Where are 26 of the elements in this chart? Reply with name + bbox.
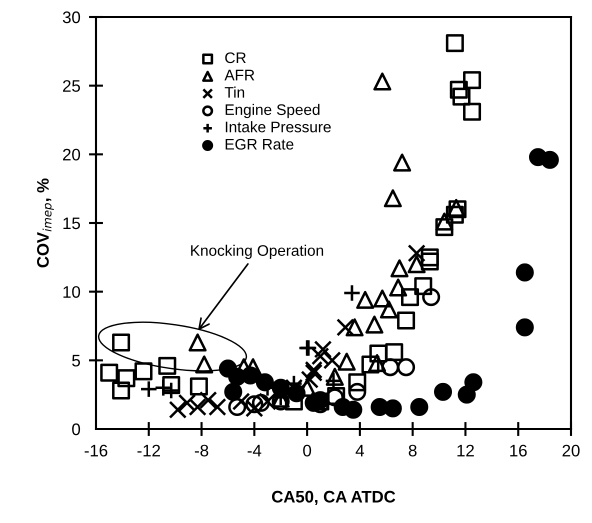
y-tick-label: 5 [72,354,80,367]
x-tick-label: 20 [562,444,580,457]
x-tick-label: 4 [356,444,364,456]
legend-label: AFR [224,70,254,80]
y-tick-label: 15 [63,218,80,230]
x-tick-label: 8 [408,444,417,457]
y-tick-label: 25 [63,80,80,92]
x-axis-title: CA50, CA ATDC [272,490,396,506]
legend-label: Engine Speed [226,104,320,118]
y-axis-title: COV$_{imep}$, % [37,178,54,268]
x-tick-label: 12 [457,444,474,456]
y-tick-label: 0 [72,423,80,436]
x-tick-label: 0 [303,444,312,457]
x-tick-label: 16 [510,444,527,457]
annotation: Knocking Operation [191,244,324,259]
legend-label: CR [225,52,246,64]
legend-label: Tin [224,86,244,98]
y-tick-label: 20 [63,148,80,161]
y-tick-label: 30 [62,11,80,24]
legend-label: EGR Rate [226,138,294,150]
x-tick-label: -16 [84,444,108,457]
y-tick-label: 10 [63,286,80,298]
x-tick-label: -12 [137,444,160,456]
x-tick-label: -4 [248,444,262,456]
legend-label: Intake Pressure [226,121,331,132]
x-tick-label: -8 [194,444,208,457]
